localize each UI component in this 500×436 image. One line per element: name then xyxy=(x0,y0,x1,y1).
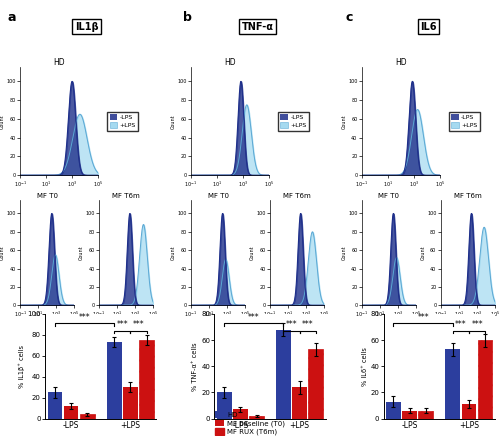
Bar xyxy=(217,392,232,419)
Legend: HD, MF baseline (T0), MF RUX (T6m): HD, MF baseline (T0), MF RUX (T6m) xyxy=(212,409,288,436)
Text: ***: *** xyxy=(471,320,483,330)
Y-axis label: Count: Count xyxy=(342,114,346,129)
Bar xyxy=(139,340,154,419)
Bar xyxy=(233,409,248,419)
Title: MF T6m: MF T6m xyxy=(454,193,481,199)
Bar xyxy=(80,414,94,419)
Y-axis label: Count: Count xyxy=(171,245,176,260)
Y-axis label: Count: Count xyxy=(171,114,176,129)
Bar xyxy=(418,411,433,419)
Bar xyxy=(462,404,476,419)
Title: MF T0: MF T0 xyxy=(378,193,400,199)
Text: TNF-α: TNF-α xyxy=(242,22,274,32)
Bar xyxy=(308,349,323,419)
Y-axis label: % IL1β⁺ cells: % IL1β⁺ cells xyxy=(18,345,25,388)
Title: HD: HD xyxy=(224,58,235,67)
Title: MF T0: MF T0 xyxy=(208,193,229,199)
Bar xyxy=(123,387,138,419)
Text: ***: *** xyxy=(455,320,466,330)
Bar xyxy=(292,387,307,419)
Y-axis label: Count: Count xyxy=(420,245,426,260)
Text: ***: *** xyxy=(286,320,298,330)
Y-axis label: % IL6⁺ cells: % IL6⁺ cells xyxy=(362,347,368,386)
Bar xyxy=(446,349,460,419)
Y-axis label: % TNF-α⁺ cells: % TNF-α⁺ cells xyxy=(192,342,198,391)
Text: b: b xyxy=(182,11,192,24)
Text: IL6: IL6 xyxy=(420,22,436,32)
Text: IL1β: IL1β xyxy=(75,22,98,32)
Bar xyxy=(276,330,291,419)
Title: HD: HD xyxy=(53,58,65,67)
Bar xyxy=(402,411,417,419)
Y-axis label: Count: Count xyxy=(0,245,5,260)
Legend: -LPS, +LPS: -LPS, +LPS xyxy=(278,112,309,131)
Y-axis label: Count: Count xyxy=(250,245,255,260)
Text: ***: *** xyxy=(248,313,260,322)
Bar xyxy=(478,340,492,419)
Text: ***: *** xyxy=(302,320,314,330)
Text: ***: *** xyxy=(132,320,144,330)
Y-axis label: Count: Count xyxy=(79,245,84,260)
Title: HD: HD xyxy=(395,58,406,67)
Legend: -LPS, +LPS: -LPS, +LPS xyxy=(107,112,138,131)
Bar xyxy=(386,402,401,419)
Title: MF T6m: MF T6m xyxy=(283,193,311,199)
Title: MF T0: MF T0 xyxy=(36,193,58,199)
Bar xyxy=(64,406,78,419)
Title: MF T6m: MF T6m xyxy=(112,193,140,199)
Text: ***: *** xyxy=(116,320,128,330)
Text: ***: *** xyxy=(418,313,429,322)
Legend: -LPS, +LPS: -LPS, +LPS xyxy=(448,112,480,131)
Bar xyxy=(249,416,264,419)
Text: a: a xyxy=(8,11,16,24)
Y-axis label: Count: Count xyxy=(342,245,346,260)
Y-axis label: Count: Count xyxy=(0,114,5,129)
Bar xyxy=(107,342,122,419)
Bar xyxy=(48,392,62,419)
Text: c: c xyxy=(345,11,352,24)
Text: ***: *** xyxy=(78,313,90,322)
